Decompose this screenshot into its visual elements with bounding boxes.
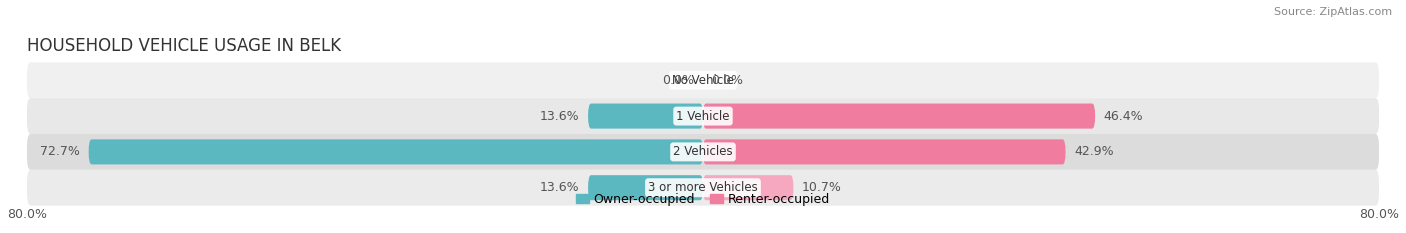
Legend: Owner-occupied, Renter-occupied: Owner-occupied, Renter-occupied [571,188,835,211]
Text: Source: ZipAtlas.com: Source: ZipAtlas.com [1274,7,1392,17]
FancyBboxPatch shape [703,103,1095,129]
Text: 72.7%: 72.7% [41,145,80,158]
Text: 13.6%: 13.6% [540,181,579,194]
FancyBboxPatch shape [27,62,1379,98]
Text: HOUSEHOLD VEHICLE USAGE IN BELK: HOUSEHOLD VEHICLE USAGE IN BELK [27,37,342,55]
Text: 0.0%: 0.0% [711,74,744,87]
Text: 1 Vehicle: 1 Vehicle [676,110,730,123]
Text: 42.9%: 42.9% [1074,145,1114,158]
FancyBboxPatch shape [27,98,1379,134]
Text: 0.0%: 0.0% [662,74,695,87]
Text: 13.6%: 13.6% [540,110,579,123]
Text: 2 Vehicles: 2 Vehicles [673,145,733,158]
Text: No Vehicle: No Vehicle [672,74,734,87]
FancyBboxPatch shape [27,134,1379,170]
Text: 46.4%: 46.4% [1104,110,1143,123]
FancyBboxPatch shape [27,170,1379,206]
Text: 3 or more Vehicles: 3 or more Vehicles [648,181,758,194]
FancyBboxPatch shape [588,175,703,200]
FancyBboxPatch shape [703,175,793,200]
Text: 10.7%: 10.7% [801,181,842,194]
FancyBboxPatch shape [89,139,703,164]
FancyBboxPatch shape [588,103,703,129]
FancyBboxPatch shape [703,139,1066,164]
